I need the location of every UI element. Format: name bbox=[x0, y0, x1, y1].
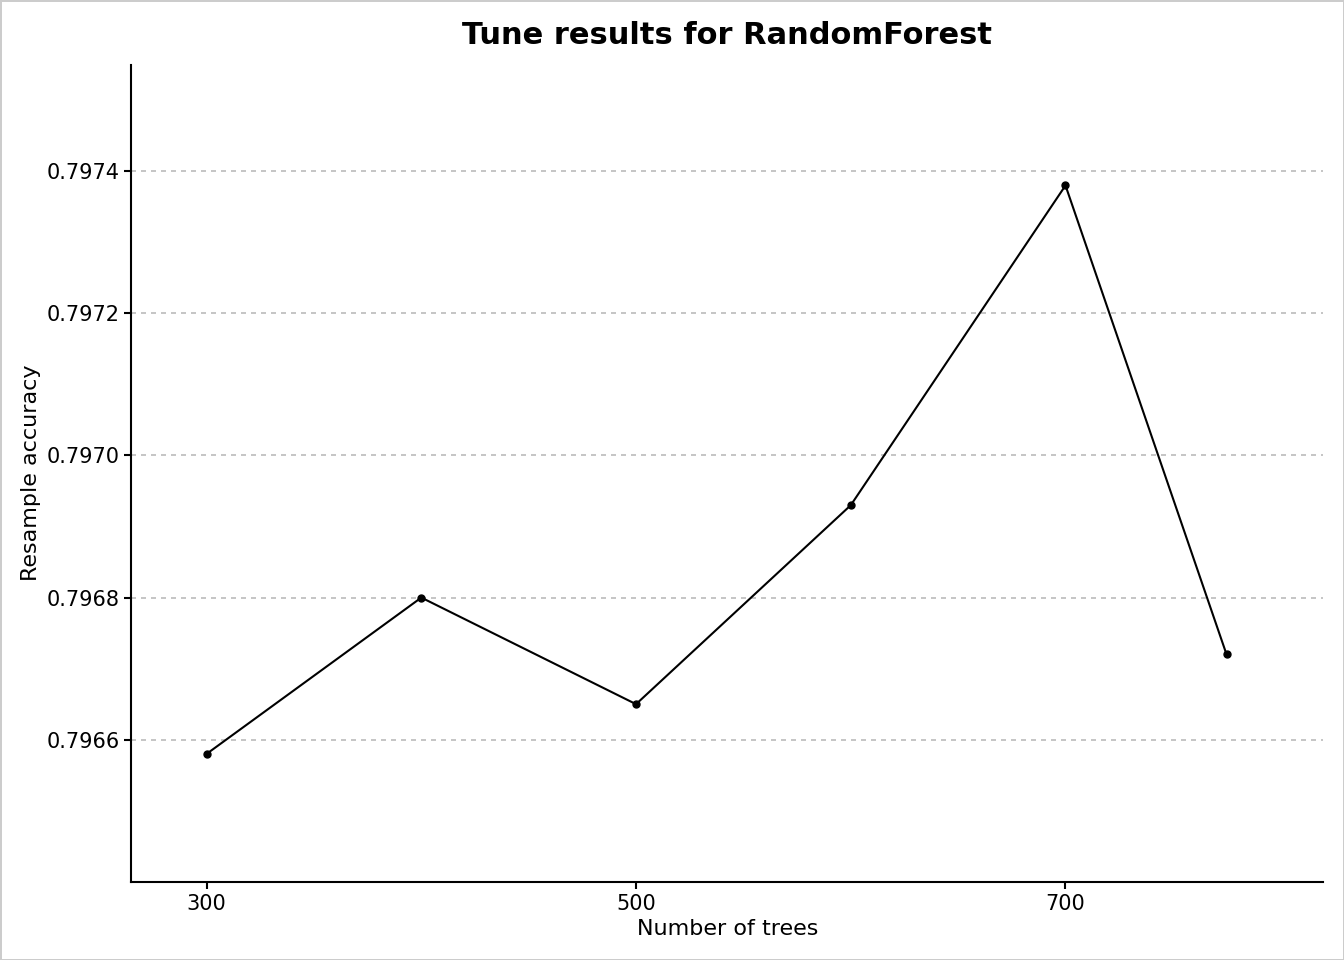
X-axis label: Number of trees: Number of trees bbox=[637, 919, 818, 939]
Y-axis label: Resample accuracy: Resample accuracy bbox=[22, 365, 40, 582]
Title: Tune results for RandomForest: Tune results for RandomForest bbox=[462, 21, 992, 50]
